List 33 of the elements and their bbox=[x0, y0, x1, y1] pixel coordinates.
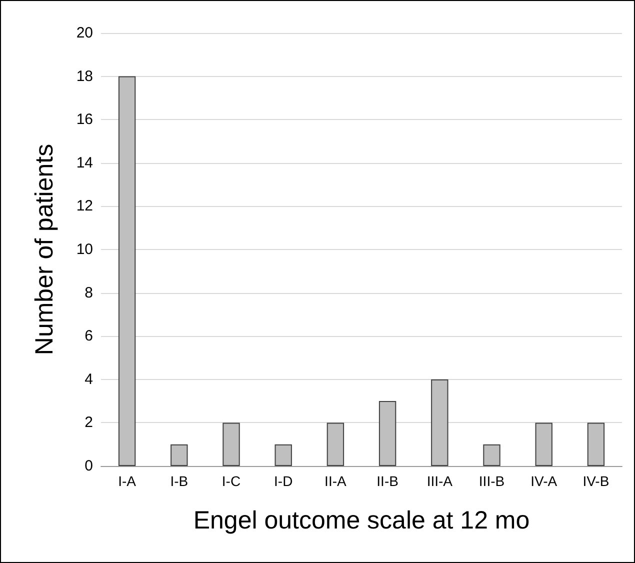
x-tick-label: I-B bbox=[170, 473, 188, 489]
y-axis-title: Number of patients bbox=[30, 144, 58, 356]
y-tick-label: 10 bbox=[76, 241, 93, 258]
y-tick-label: 6 bbox=[84, 328, 93, 345]
x-tick-label: IV-B bbox=[582, 473, 610, 489]
x-tick-label: II-B bbox=[376, 473, 398, 489]
bar bbox=[118, 76, 136, 466]
y-tick-label: 12 bbox=[76, 198, 93, 215]
y-tick-label: 14 bbox=[76, 154, 93, 172]
bar bbox=[170, 444, 188, 466]
y-tick-label: 18 bbox=[76, 68, 93, 85]
y-tick-label: 16 bbox=[76, 111, 93, 128]
x-tick-label: II-A bbox=[324, 473, 347, 489]
bar bbox=[222, 422, 240, 466]
x-tick-label: I-D bbox=[274, 473, 293, 489]
y-tick-label: 2 bbox=[84, 414, 93, 432]
y-tick-label: 8 bbox=[84, 284, 93, 302]
bar bbox=[274, 444, 292, 466]
y-tick-label: 4 bbox=[84, 370, 93, 388]
x-tick-label: I-A bbox=[118, 473, 137, 489]
bar bbox=[587, 422, 605, 466]
bar bbox=[326, 422, 344, 466]
bar bbox=[378, 401, 396, 466]
x-axis-title: Engel outcome scale at 12 mo bbox=[193, 506, 530, 534]
y-tick-label: 0 bbox=[84, 458, 93, 474]
bar bbox=[431, 379, 448, 466]
x-tick-label: I-C bbox=[222, 473, 241, 489]
x-tick-label: III-B bbox=[478, 473, 505, 489]
bar bbox=[483, 444, 500, 466]
bar bbox=[535, 422, 552, 466]
y-tick-label: 20 bbox=[76, 24, 93, 42]
x-tick-label: III-A bbox=[426, 473, 454, 489]
x-tick-label: IV-A bbox=[530, 473, 558, 489]
